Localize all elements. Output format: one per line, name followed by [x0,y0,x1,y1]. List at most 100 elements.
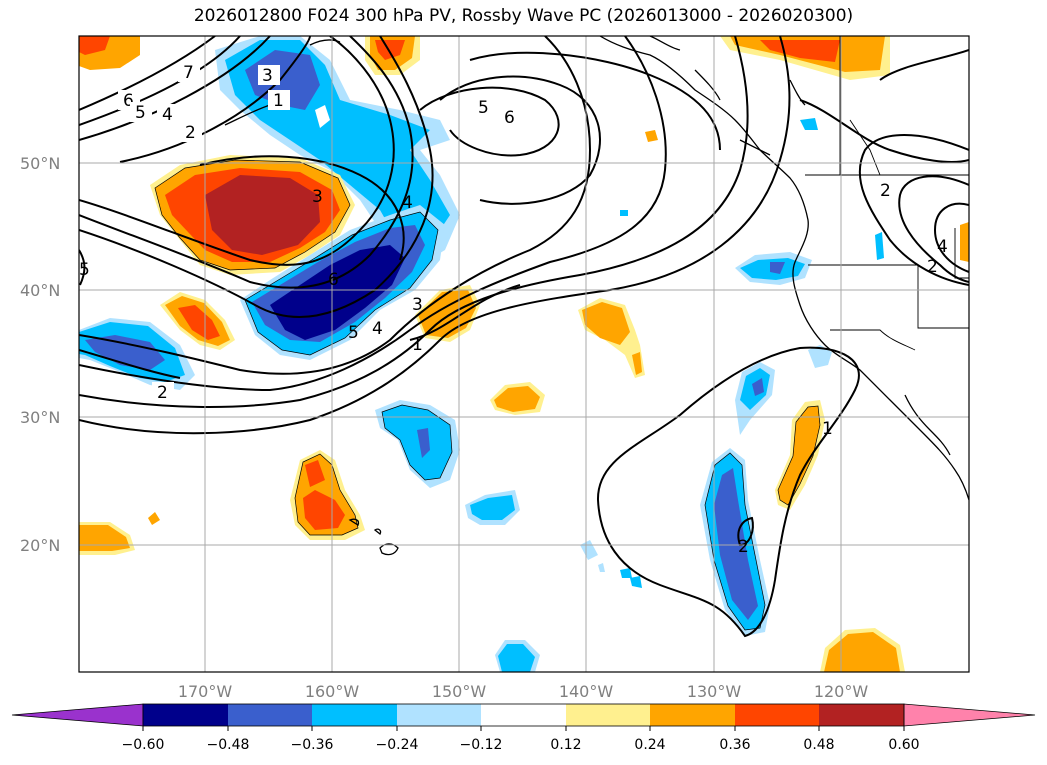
pv-contour [79,36,271,141]
coastline [739,139,771,156]
colorbar-tick-label: 0.12 [550,737,581,753]
coastline [694,69,721,101]
contour-label: 3 [312,187,323,207]
colorbar-swatch [228,704,312,726]
contour-label: 4 [402,193,413,213]
pv-contour [79,36,791,435]
pv-contour [79,36,216,111]
contour-label: 1 [412,335,423,355]
lat-labels: 50°N 40°N 30°N 20°N [20,154,60,555]
contour-label: 5 [348,323,359,343]
pv-contour [439,75,601,205]
pv-contour [79,349,181,379]
lon-label-140w: 140°W [559,682,614,701]
colorbar: −0.60 −0.48 −0.36 −0.24 −0.12 0.12 0.24 … [11,703,1036,753]
coastline [348,518,360,526]
pv-contour [596,346,860,638]
map-title: 2026012800 F024 300 hPa PV, Rossby Wave … [193,6,854,26]
colorbar-swatch [819,704,904,726]
contour-label: 6 [328,270,339,290]
colorbar-extend-low [11,703,144,727]
pv-contour [879,49,969,81]
graticule [79,36,969,672]
pv-contour [933,202,969,273]
colorbar-extend-high [903,703,1036,727]
pv-contour [799,99,969,163]
coastline [309,39,341,46]
colorbar-swatch [650,704,735,726]
contour-label: 4 [162,105,173,125]
pv-anomaly-fill [79,36,969,672]
contour-label: 1 [273,91,284,111]
pv-contour [79,36,414,289]
colorbar-tick-label: −0.12 [460,737,503,753]
lat-label-20n: 20°N [20,536,60,555]
contour-label: 1 [822,419,833,439]
pv-contour [79,36,395,266]
colorbar-swatch [143,704,228,726]
contour-label: 6 [123,91,134,111]
border [849,119,881,176]
lon-labels: 170°W 160°W 150°W 140°W 130°W 120°W [178,682,869,701]
colorbar-swatch [735,704,819,726]
colorbar-swatch [481,704,566,726]
pv-contours [79,36,969,638]
contour-label: 7 [183,63,194,83]
coastline [904,394,951,456]
contour-label: 2 [185,123,196,143]
contour-label: 3 [412,295,423,315]
border [954,228,969,279]
coastline [224,104,271,126]
contour-labels: 7 6 5 4 2 3 1 5 6 3 4 6 5 4 3 1 2 2 1 2 … [79,62,948,557]
lat-label-40n: 40°N [20,281,60,300]
contour-label: 2 [927,257,938,277]
coastline [599,36,969,501]
contour-label: 3 [262,66,273,86]
pv-contour [898,175,969,283]
pv-contour [79,36,667,392]
contour-label: 2 [738,537,749,557]
coastline [373,528,382,536]
contour-label: 4 [372,319,383,339]
colorbar-tick-label: −0.60 [122,737,165,753]
border [830,329,916,351]
pv-contour [79,36,592,375]
pv-contour [79,36,749,408]
pv-contour [858,134,969,286]
colorbar-tick-label: 0.36 [719,737,750,753]
coastline [789,79,806,106]
contour-label: 2 [157,383,168,403]
contour-label: 2 [880,181,891,201]
contour-label: 4 [937,237,948,257]
pv-contour [737,516,754,547]
pv-contour [79,249,86,286]
colorbar-tick-label: 0.60 [888,737,919,753]
border [808,264,969,329]
colorbar-swatch [397,704,481,726]
contour-label: 5 [79,260,90,280]
colorbar-swatch [566,704,650,726]
lon-label-150w: 150°W [432,682,487,701]
colorbar-tick-label: −0.36 [291,737,334,753]
pv-contour [469,51,721,151]
colorbar-tick-label: −0.48 [207,737,250,753]
pv-contour [79,36,241,126]
contour-label: 6 [504,108,515,128]
pv-contour [199,155,405,261]
colorbar-swatch [312,704,397,726]
contour-label: 5 [478,98,489,118]
lon-label-120w: 120°W [814,682,869,701]
colorbar-tick-label: −0.24 [376,737,419,753]
colorbar-tick-label: 0.24 [634,737,665,753]
map-frame [78,35,970,673]
lon-label-160w: 160°W [305,682,360,701]
lon-label-170w: 170°W [178,682,233,701]
pv-contour [419,86,560,157]
lat-label-50n: 50°N [20,154,60,173]
contour-label: 5 [135,103,146,123]
borders [805,36,969,351]
colorbar-tick-label: 0.48 [803,737,834,753]
lon-label-130w: 130°W [687,682,742,701]
lat-label-30n: 30°N [20,408,60,427]
